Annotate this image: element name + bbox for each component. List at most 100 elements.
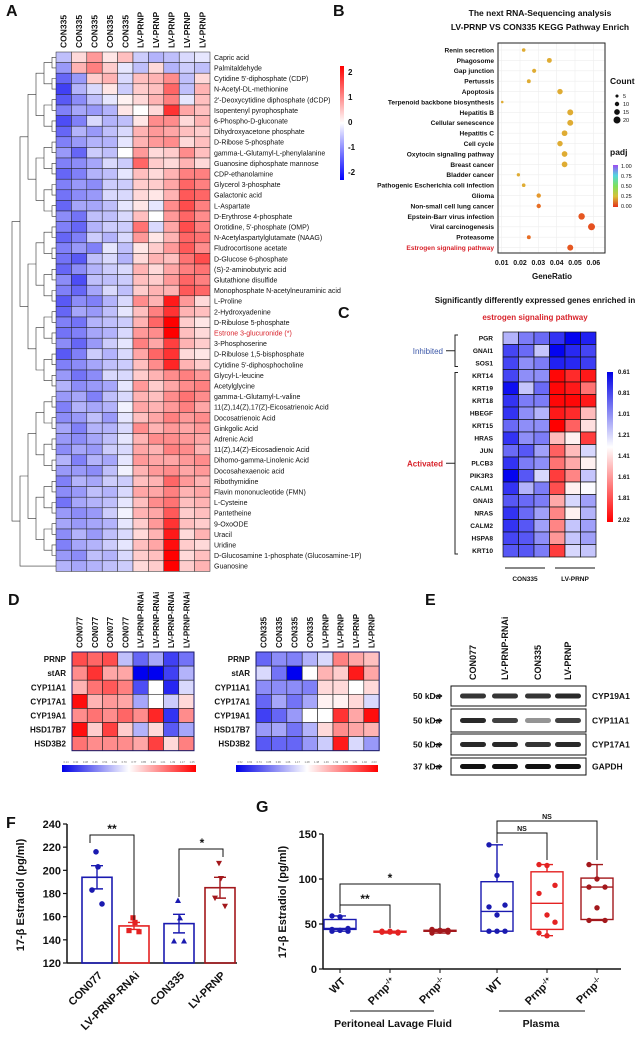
heatmap-cell — [194, 507, 211, 519]
heatmap-cell — [86, 337, 103, 350]
data-point — [486, 904, 492, 910]
pathway-label: Epstein-Barr virus infection — [408, 214, 494, 221]
data-point — [494, 872, 500, 879]
row-label: D-Ribulose 5-phosphate — [214, 320, 290, 327]
heatmap-cell — [117, 390, 134, 403]
heatmap-cell — [86, 200, 103, 212]
heatmap-cell — [132, 454, 149, 466]
gene-label: HSD3B2 — [34, 740, 66, 749]
significance-bracket — [339, 883, 441, 928]
heatmap-cell — [148, 104, 165, 116]
heatmap-cell — [163, 136, 180, 148]
heatmap-cell — [86, 486, 103, 498]
heatmap-cell — [580, 531, 597, 545]
dendrogram-branch — [35, 242, 44, 286]
pathway-label: Cellular senescence — [431, 120, 495, 127]
data-point — [516, 173, 521, 177]
colorbar-tick: 0.63 — [247, 760, 253, 764]
heatmap-cell — [502, 481, 519, 495]
heatmap-cell — [117, 412, 134, 424]
heatmap-cell — [194, 337, 211, 350]
heatmap-cell — [148, 518, 165, 530]
dendrogram-branch — [43, 528, 52, 551]
heatmap-cell — [533, 494, 550, 508]
y-tick-label: 140 — [43, 935, 61, 947]
heatmap-cell — [178, 221, 195, 233]
heatmap-cell — [194, 518, 211, 530]
heatmap-cell — [580, 344, 597, 358]
heatmap-cell — [178, 136, 195, 148]
heatmap-cell — [194, 221, 211, 233]
protein-band — [555, 693, 581, 699]
heatmap-cell — [86, 422, 103, 434]
row-label: D-Erythrose 4-phosphate — [214, 214, 292, 221]
heatmap-cell — [147, 722, 164, 737]
heatmap-cell — [148, 549, 165, 562]
heatmap-cell — [163, 189, 180, 201]
row-label: Ribothymidine — [214, 479, 258, 486]
dendrogram-branch — [27, 94, 36, 180]
colorbar-tick: 0.74 — [257, 760, 263, 764]
dendrogram-branch — [51, 163, 56, 175]
heatmap-cell — [71, 189, 88, 201]
pathway-label: Phagosome — [457, 58, 495, 65]
heatmap-cell — [178, 359, 195, 371]
row-label: Glutathione disulfide — [214, 278, 278, 285]
x-tick-label: 0.01 — [495, 260, 509, 267]
heatmap-cell — [132, 263, 149, 275]
data-point — [586, 884, 592, 890]
heatmap-cell — [148, 433, 165, 445]
heatmap-cell — [564, 506, 581, 520]
row-label: Docosatrienoic Acid — [214, 415, 276, 422]
heatmap-cell — [194, 242, 211, 254]
heatmap-cell — [178, 200, 195, 212]
heatmap-cell — [101, 295, 118, 307]
heatmap-cell — [255, 679, 272, 695]
heatmap-cell — [132, 665, 149, 681]
x-tick-label: 0.06 — [587, 260, 601, 267]
heatmap-cell — [86, 147, 103, 159]
heatmap-cell — [194, 157, 211, 169]
heatmap-cell — [348, 693, 365, 709]
pathway-label: Pathogenic Escherichia coli infection — [377, 183, 494, 190]
heatmap-cell — [564, 431, 581, 445]
heatmap-cell — [86, 412, 103, 424]
data-point — [561, 151, 568, 157]
heatmap-cell — [55, 359, 72, 371]
heatmap-cell — [533, 344, 550, 358]
heatmap-cell — [194, 486, 211, 498]
heatmap-cell — [55, 295, 72, 307]
colorbar-tick: 0.85 — [266, 760, 272, 764]
significance-bracket — [89, 834, 135, 920]
row-label: D-Glucose 6-phosphate — [214, 256, 288, 263]
heatmap-cell — [255, 736, 272, 751]
heatmap-cell — [317, 693, 334, 709]
heatmap-cell — [332, 693, 349, 709]
heatmap-cell — [194, 62, 211, 74]
heatmap-cell — [502, 419, 519, 433]
heatmap-cell — [580, 519, 597, 533]
heatmap-cell — [533, 419, 550, 433]
heatmap-cell — [86, 433, 103, 445]
heatmap-cell — [163, 242, 180, 254]
group-label: Inhibited — [413, 347, 443, 356]
heatmap-cell — [117, 147, 134, 159]
y-tick-label: 50 — [305, 919, 317, 931]
data-point — [594, 905, 600, 911]
heatmap-cell — [518, 381, 535, 395]
panel-label-e: E — [425, 592, 436, 609]
heatmap-cell — [71, 83, 88, 95]
heatmap-cell — [194, 72, 211, 85]
heatmap-cell — [194, 306, 211, 318]
heatmap-cell — [86, 94, 103, 106]
heatmap-cell — [132, 221, 149, 233]
heatmap-cell — [502, 469, 519, 483]
gene-label: KRT18 — [472, 398, 493, 405]
data-point — [387, 929, 393, 935]
heatmap-cell — [71, 157, 88, 169]
heatmap-cell — [117, 465, 134, 477]
dendrogram-branch — [19, 475, 56, 567]
heatmap-cell — [163, 486, 180, 498]
gene-label: CYP17A1 — [214, 697, 250, 706]
dendrogram-branch — [19, 136, 28, 307]
